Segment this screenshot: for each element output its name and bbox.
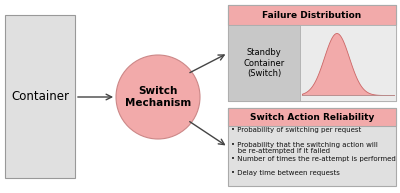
FancyBboxPatch shape bbox=[228, 5, 396, 101]
Text: Container: Container bbox=[11, 90, 69, 103]
Text: • Delay time between requests: • Delay time between requests bbox=[231, 170, 340, 177]
FancyBboxPatch shape bbox=[228, 108, 396, 186]
Text: Failure Distribution: Failure Distribution bbox=[262, 10, 362, 19]
Text: Switch
Mechanism: Switch Mechanism bbox=[125, 86, 191, 108]
FancyBboxPatch shape bbox=[228, 25, 300, 101]
Circle shape bbox=[116, 55, 200, 139]
Text: • Probability of switching per request: • Probability of switching per request bbox=[231, 127, 361, 133]
FancyBboxPatch shape bbox=[300, 25, 396, 101]
Text: Standby
Container
(Switch): Standby Container (Switch) bbox=[243, 48, 285, 78]
FancyBboxPatch shape bbox=[5, 15, 75, 178]
FancyBboxPatch shape bbox=[228, 5, 396, 25]
Text: • Number of times the re-attempt is performed: • Number of times the re-attempt is perf… bbox=[231, 156, 396, 162]
Text: • Probability that the switching action will
   be re-attempted if it failed: • Probability that the switching action … bbox=[231, 141, 378, 155]
Text: Switch Action Reliability: Switch Action Reliability bbox=[250, 113, 374, 122]
FancyBboxPatch shape bbox=[228, 108, 396, 126]
